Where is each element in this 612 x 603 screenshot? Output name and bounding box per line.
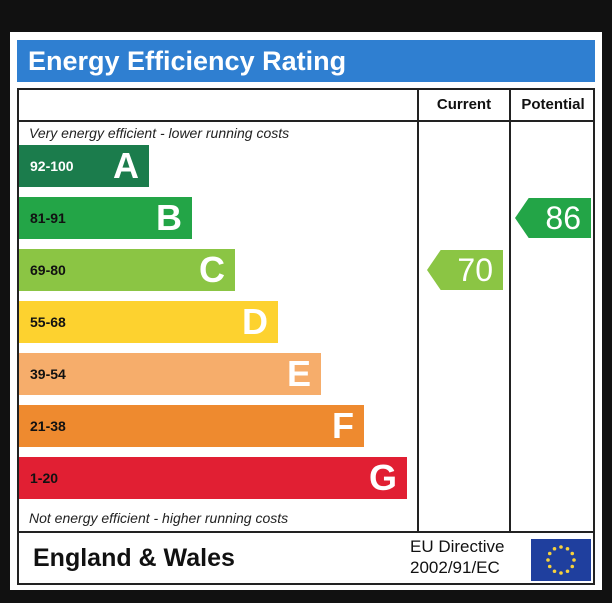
chart-title: Energy Efficiency Rating <box>17 40 595 82</box>
band-letter: B <box>156 197 182 239</box>
column-divider-potential <box>509 90 511 531</box>
band-b: 81-91 B <box>19 197 192 239</box>
star-icon <box>546 558 550 562</box>
band-letter: G <box>369 457 397 499</box>
note-top: Very energy efficient - lower running co… <box>29 125 289 141</box>
star-icon <box>553 547 557 551</box>
star-icon <box>559 545 563 549</box>
band-e: 39-54 E <box>19 353 321 395</box>
star-icon <box>559 571 563 575</box>
band-letter: A <box>113 145 139 187</box>
column-header-current: Current <box>419 90 509 120</box>
band-range-label: 92-100 <box>30 145 74 187</box>
band-range-label: 21-38 <box>30 405 66 447</box>
column-header-potential: Potential <box>511 90 595 120</box>
band-letter: E <box>287 353 311 395</box>
eu-flag-icon <box>531 539 591 581</box>
band-letter: C <box>199 249 225 291</box>
band-range-label: 1-20 <box>30 457 58 499</box>
band-range-label: 39-54 <box>30 353 66 395</box>
star-icon <box>553 569 557 573</box>
band-range-label: 81-91 <box>30 197 66 239</box>
header-divider <box>19 120 593 122</box>
epc-card: Energy Efficiency Rating Current Potenti… <box>10 32 602 590</box>
potential-rating-arrow: 86 <box>515 198 591 238</box>
band-g: 1-20 G <box>19 457 407 499</box>
star-icon <box>570 552 574 556</box>
star-icon <box>570 565 574 569</box>
column-divider-current <box>417 90 419 531</box>
band-letter: D <box>242 301 268 343</box>
note-bottom: Not energy efficient - higher running co… <box>29 510 288 526</box>
star-icon <box>572 558 576 562</box>
rating-table: Current Potential Very energy efficient … <box>17 88 595 585</box>
band-letter: F <box>332 405 354 447</box>
band-range-label: 55-68 <box>30 301 66 343</box>
directive-line-2: 2002/91/EC <box>410 557 504 578</box>
band-d: 55-68 D <box>19 301 278 343</box>
star-icon <box>566 569 570 573</box>
directive-text: EU Directive 2002/91/EC <box>410 536 504 578</box>
star-icon <box>548 565 552 569</box>
current-rating-value: 70 <box>457 252 493 288</box>
band-f: 21-38 F <box>19 405 364 447</box>
current-rating-arrow: 70 <box>427 250 503 290</box>
potential-rating-value: 86 <box>545 200 581 236</box>
star-icon <box>566 547 570 551</box>
footer-divider <box>19 531 593 533</box>
band-range-label: 69-80 <box>30 249 66 291</box>
band-c: 69-80 C <box>19 249 235 291</box>
eu-stars <box>531 539 591 581</box>
band-a: 92-100 A <box>19 145 149 187</box>
star-icon <box>548 552 552 556</box>
region-label: England & Wales <box>33 544 235 573</box>
directive-line-1: EU Directive <box>410 536 504 557</box>
